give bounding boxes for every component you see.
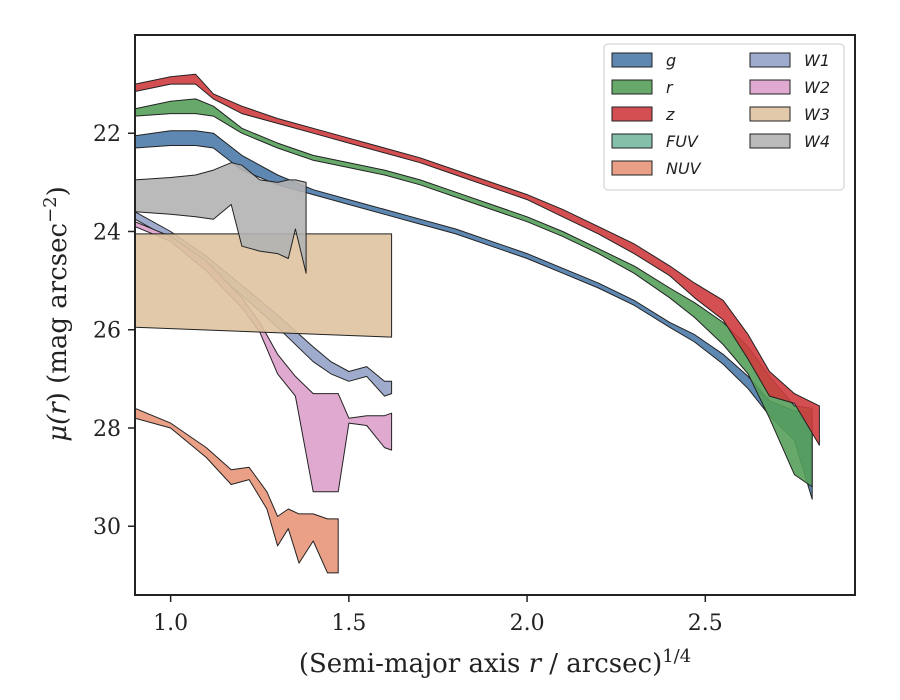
legend-swatch — [611, 79, 653, 95]
legend-swatch — [749, 79, 791, 95]
x-tick-label: 2.5 — [688, 611, 723, 636]
band-r — [135, 98, 813, 488]
legend-item-w2: W2 — [749, 78, 830, 97]
legend-item-w1: W1 — [749, 51, 830, 70]
legend-label: FUV — [666, 132, 699, 151]
legend-item-nuv: NUV — [611, 159, 702, 178]
band-w4 — [135, 162, 307, 274]
legend-item-z: z — [611, 105, 675, 124]
x-tick-label: 2.0 — [510, 611, 545, 636]
legend-label: W1 — [804, 51, 830, 70]
band-nuv — [135, 407, 339, 574]
y-tick-label: 24 — [93, 220, 121, 245]
x-axis-label: (Semi-major axis r / arcsec)1/4 — [299, 646, 691, 679]
legend-swatch — [749, 52, 791, 68]
y-axis: 22 24 26 28 30 — [93, 122, 135, 540]
legend: grz FUV NUV W1 W2 W3 W4 — [603, 43, 845, 191]
axes-frame — [134, 34, 856, 596]
band-z — [135, 73, 820, 446]
legend-swatch — [611, 133, 653, 149]
legend-label: g — [666, 51, 676, 70]
legend-item-r: r — [611, 78, 674, 97]
legend-swatch — [611, 106, 653, 122]
legend-label: z — [665, 105, 675, 124]
legend-item-w3: W3 — [749, 105, 830, 124]
x-axis: 1.0 1.5 2.0 2.5 — [153, 595, 723, 636]
legend-swatch — [749, 106, 791, 122]
legend-item-fuv: FUV — [611, 132, 699, 151]
axes-border — [134, 34, 856, 596]
y-tick-label: 26 — [93, 319, 121, 344]
legend-swatch — [611, 52, 653, 68]
x-tick-label: 1.5 — [331, 611, 366, 636]
legend-swatch — [611, 160, 653, 176]
legend-item-w4: W4 — [749, 132, 830, 151]
legend-label: W4 — [804, 132, 830, 151]
plot-area — [135, 73, 820, 574]
y-tick-label: 22 — [93, 122, 121, 147]
band-g — [135, 130, 813, 500]
x-tick-label: 1.0 — [153, 611, 188, 636]
y-tick-label: 30 — [93, 515, 121, 540]
legend-label: NUV — [666, 159, 702, 178]
y-tick-label: 28 — [93, 417, 121, 442]
legend-label: r — [666, 78, 674, 97]
legend-label: W3 — [804, 105, 830, 124]
legend-label: W2 — [804, 78, 830, 97]
legend-item-g: g — [611, 51, 676, 70]
y-axis-label: μ(r) (mag arcsec−2) — [40, 186, 73, 442]
legend-swatch — [749, 133, 791, 149]
